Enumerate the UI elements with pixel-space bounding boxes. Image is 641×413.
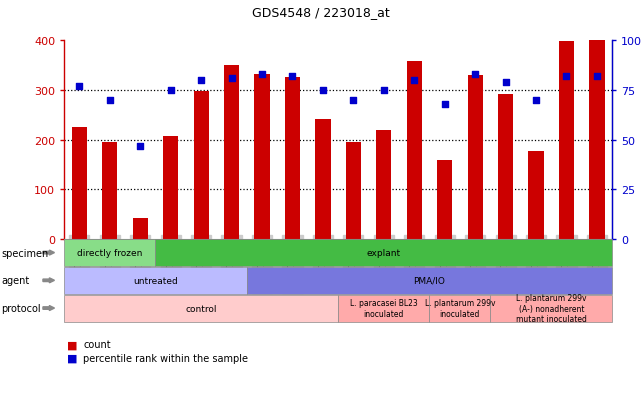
Text: untreated: untreated <box>133 276 178 285</box>
Point <box>257 72 267 78</box>
Text: directly frozen: directly frozen <box>77 249 142 257</box>
Text: agent: agent <box>1 275 29 286</box>
Bar <box>528 151 544 240</box>
Point <box>318 88 328 94</box>
Point <box>135 143 146 150</box>
Bar <box>163 137 178 240</box>
Text: count: count <box>83 339 111 349</box>
Point <box>74 83 85 90</box>
Text: PMA/IO: PMA/IO <box>413 276 445 285</box>
Point <box>531 97 541 104</box>
Point <box>348 97 358 104</box>
Text: L. plantarum 299v
(A-) nonadherent
mutant inoculated: L. plantarum 299v (A-) nonadherent mutan… <box>516 294 587 323</box>
Bar <box>224 66 239 240</box>
Bar <box>315 120 331 240</box>
Bar <box>559 42 574 240</box>
Text: specimen: specimen <box>1 248 49 258</box>
Point <box>501 80 511 86</box>
Bar <box>467 76 483 240</box>
Point <box>592 74 602 80</box>
Text: L. paracasei BL23
inoculated: L. paracasei BL23 inoculated <box>350 299 418 318</box>
Point <box>287 74 297 80</box>
Bar <box>406 62 422 240</box>
Bar <box>72 128 87 240</box>
Text: percentile rank within the sample: percentile rank within the sample <box>83 353 248 363</box>
Text: L. plantarum 299v
inoculated: L. plantarum 299v inoculated <box>425 299 495 318</box>
Bar <box>285 78 300 240</box>
Point <box>379 88 389 94</box>
Point <box>196 78 206 84</box>
Text: explant: explant <box>367 249 401 257</box>
Point <box>470 72 480 78</box>
Point <box>562 74 572 80</box>
Text: ■: ■ <box>67 339 78 349</box>
Point <box>440 102 450 108</box>
Bar <box>194 92 209 240</box>
Point <box>165 88 176 94</box>
Point <box>226 76 237 82</box>
Bar <box>589 41 604 240</box>
Bar <box>376 131 392 240</box>
Text: GDS4548 / 223018_at: GDS4548 / 223018_at <box>252 6 389 19</box>
Bar <box>498 95 513 240</box>
Bar <box>133 219 148 240</box>
Bar <box>254 75 270 240</box>
Text: control: control <box>185 304 217 313</box>
Bar <box>345 143 361 240</box>
Point <box>409 78 419 84</box>
Point <box>104 97 115 104</box>
Bar <box>437 160 453 240</box>
Bar <box>102 143 117 240</box>
Text: protocol: protocol <box>1 303 41 313</box>
Text: ■: ■ <box>67 353 78 363</box>
